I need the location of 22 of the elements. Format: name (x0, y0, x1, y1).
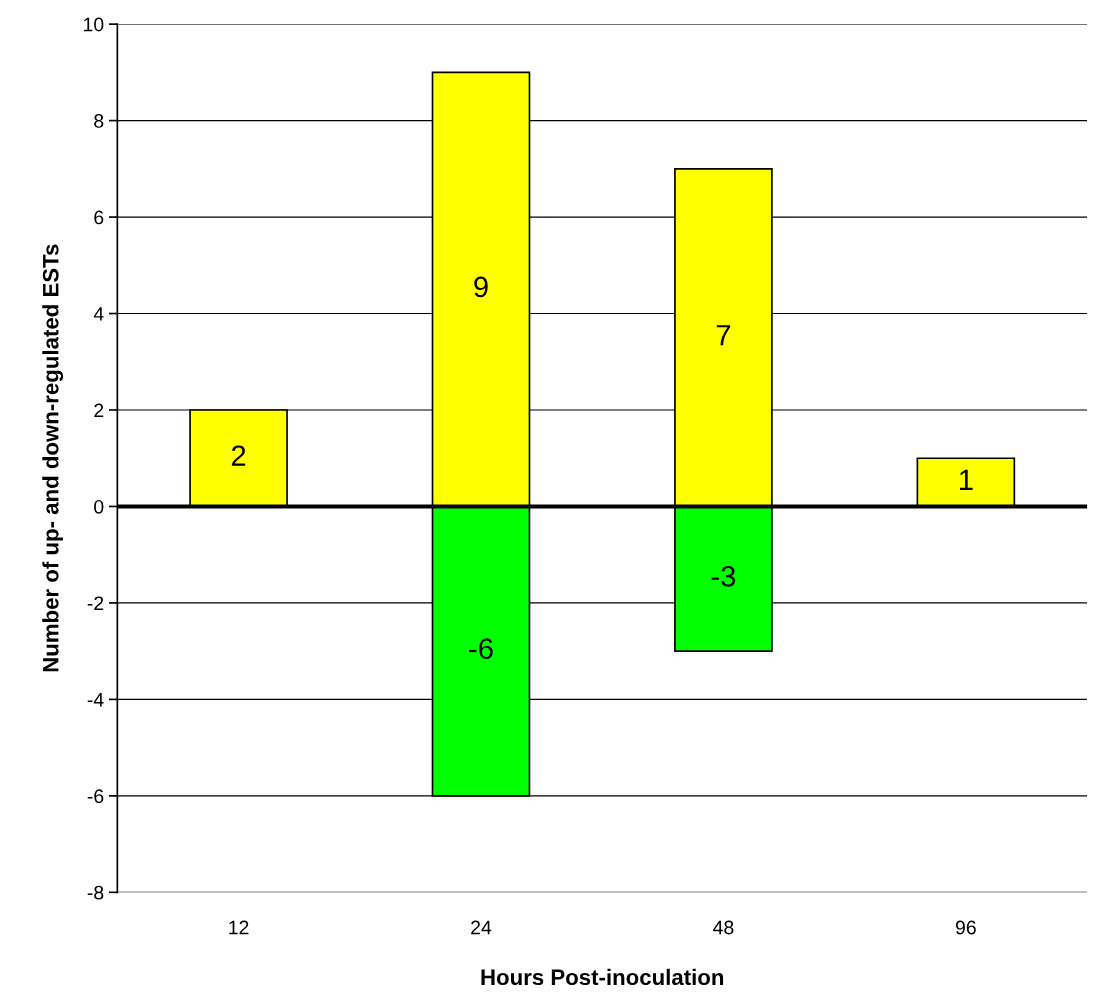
data-label: 1 (959, 469, 973, 490)
x-tick-label: 48 (713, 920, 734, 935)
data-label: -6 (469, 638, 493, 659)
y-tick-label: 4 (93, 307, 104, 321)
x-tick-label: 24 (471, 920, 492, 935)
y-tick-label: -4 (87, 693, 104, 707)
x-tick-label: 12 (229, 920, 249, 935)
data-label: -3 (711, 565, 736, 587)
y-tick-label: -8 (87, 885, 104, 900)
data-label: 7 (716, 325, 731, 346)
data-label: 9 (474, 276, 488, 298)
data-label: 2 (231, 445, 246, 466)
y-tick-label: 10 (84, 17, 104, 32)
y-tick-label: 2 (94, 403, 104, 418)
y-axis-title: Number of up- and down-regulated ESTs (42, 244, 64, 672)
x-tick-label: 96 (955, 920, 976, 935)
y-tick-label: 6 (94, 210, 104, 225)
y-tick-label: 0 (94, 499, 104, 514)
y-tick-label: -6 (87, 789, 104, 804)
x-axis-title: Hours Post-inoculation (481, 968, 724, 986)
y-tick-label: -2 (87, 596, 104, 610)
y-tick-label: 8 (94, 114, 104, 128)
